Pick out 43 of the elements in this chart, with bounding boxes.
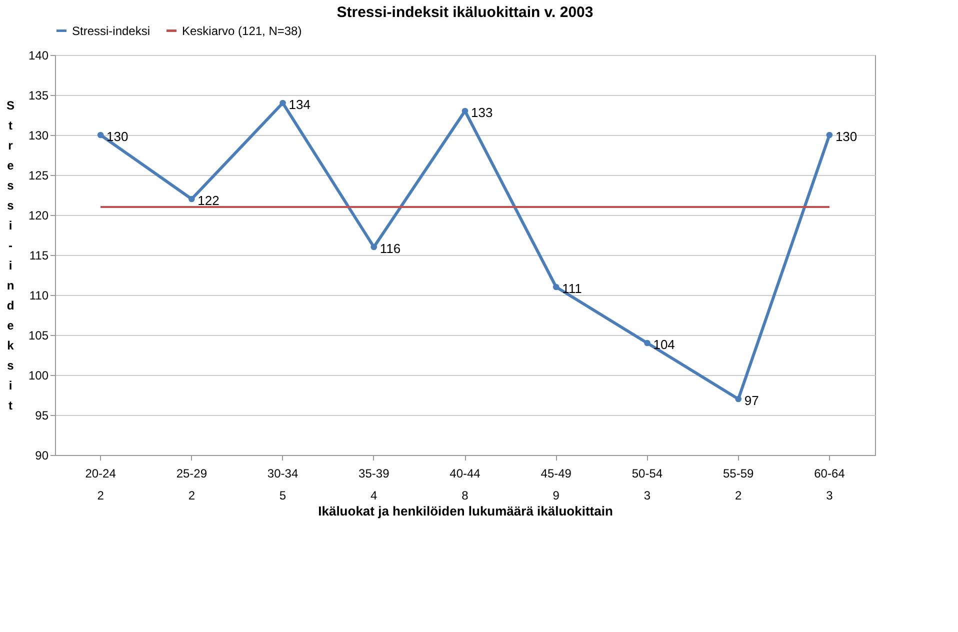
x-tick-label: 40-44 8 [450,466,481,502]
data-label: 134 [288,97,310,112]
y-tick-label: 135 [28,88,49,102]
point [735,396,742,402]
data-label: 130 [835,129,858,144]
x-tick-label: 35-39 4 [358,466,390,502]
point [97,132,104,138]
x-tick-label: 45-49 9 [540,466,572,502]
y-tick-label: 90 [35,448,49,462]
y-tick-label: 95 [35,408,49,422]
x-axis-title: Ikäluokat ja henkilöiden lukumäärä ikäluokittain [318,504,613,518]
data-label: 122 [198,193,220,208]
y-tick-label: 120 [28,208,49,222]
data-label: 133 [471,105,493,120]
data-label: 116 [380,241,401,256]
y-tick-label: 115 [29,248,49,262]
x-tick-label: 50-54 3 [632,466,663,502]
y-tick-label: 140 [28,48,49,62]
point [644,340,650,346]
data-label: 130 [106,129,128,144]
point [552,284,560,290]
y-tick-label: 110 [29,288,49,302]
x-tick-label: 20-24 2 [85,466,116,502]
data-label: 104 [653,337,675,352]
x-tick-label: 30-34 5 [267,466,298,502]
chart-title: Stressi-indeksit ikäluokittain v. 2003 [336,4,594,21]
data-label: 97 [744,393,759,408]
y-tick-label: 100 [28,368,49,382]
y-tick-label: 125 [28,168,49,182]
x-tick-label: 60-64 3 [814,466,846,502]
legend-label: Stressi-indeksi [72,24,150,38]
x-tick-label: 25-29 2 [176,466,208,502]
point [370,244,378,250]
data-label: 111 [562,281,582,296]
legend-label: Keskiarvo (121, N=38) [182,24,302,38]
point [826,132,833,138]
y-tick-label: 105 [28,328,49,342]
point [188,196,195,202]
text: Stressi-indeksit [6,98,15,412]
point [280,100,286,106]
point [462,108,468,114]
y-tick-label: 130 [28,128,49,142]
x-tick-label: 55-59 2 [722,466,754,502]
